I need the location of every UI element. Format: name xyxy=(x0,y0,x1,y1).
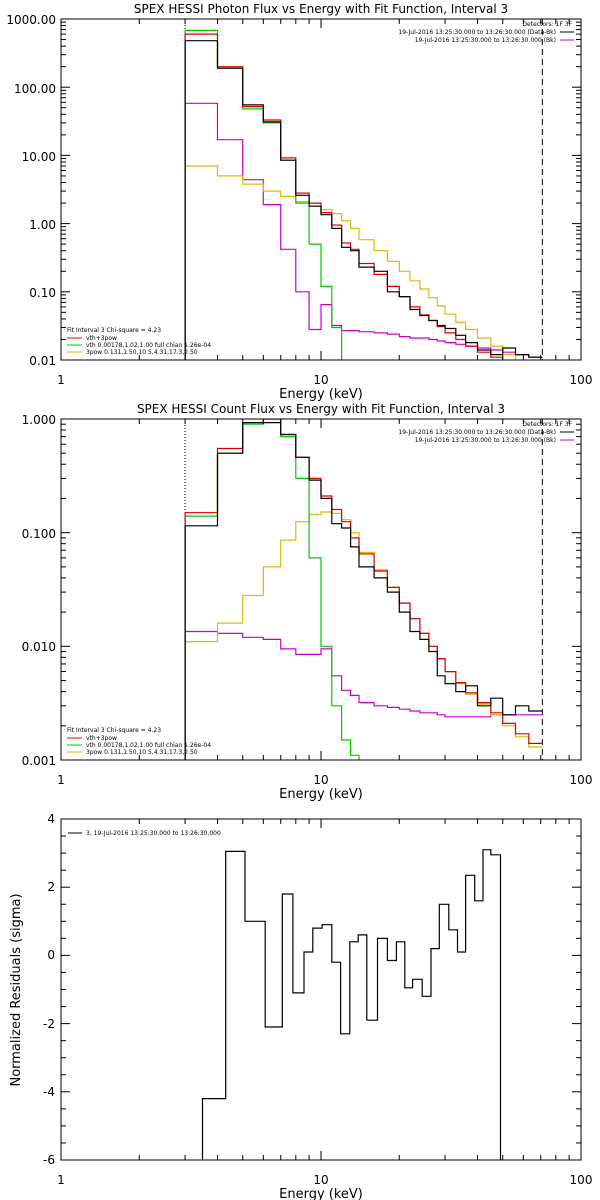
residuals-x-axis-label: Energy (keV) xyxy=(279,1187,363,1200)
count-series-data-bk xyxy=(184,422,543,760)
count-flux-panel: SPEX HESSI Count Flux vs Energy with Fit… xyxy=(22,402,593,802)
count-plot-area xyxy=(184,419,543,760)
photon-flux-panel: SPEX HESSI Photon Flux vs Energy with Fi… xyxy=(6,2,593,402)
photon-fit-header: Fit Interval 3 Chi-square = 4.23 xyxy=(67,327,161,334)
residuals-x-tick-1: 1 xyxy=(57,1173,65,1187)
photon-y-tick-100: 100.00 xyxy=(14,82,56,96)
photon-y-tick-0.01: 0.01 xyxy=(29,354,56,368)
photon-series-3pow xyxy=(184,165,517,360)
count-detectors-label: Detectors: 1F 3F xyxy=(522,421,572,428)
residuals-series-3-19-jul-2016-13-25-30-000-to-13-26-30-000 xyxy=(201,849,502,1160)
count-x-tick-10: 10 xyxy=(313,773,328,787)
count-y-tick-0.001: 0.001 xyxy=(22,754,56,768)
count-x-tick-100: 100 xyxy=(570,773,593,787)
photon-y-tick-1: 1.00 xyxy=(29,218,56,232)
residuals-y-axis-label: Normalized Residuals (sigma) xyxy=(9,893,24,1086)
photon-x-axis-label: Energy (keV) xyxy=(279,387,363,402)
photon-plot-area xyxy=(184,19,543,360)
count-fit-legend-2: vth 0.00178,1.02,1.00 full chian 1.26e-0… xyxy=(86,742,211,749)
residuals-y-tick-neg2: -2 xyxy=(43,1017,55,1031)
residuals-plot-frame xyxy=(60,818,582,1161)
residuals-panel: 1 10 100 4 2 0 -2 -4 -6 Energy (keV) Nor… xyxy=(9,812,592,1200)
count-y-tick-0.01: 0.010 xyxy=(22,640,56,654)
count-flux-title: SPEX HESSI Count Flux vs Energy with Fit… xyxy=(137,402,505,416)
count-series-bk xyxy=(184,630,543,760)
photon-fit-legend-2: vth 0.00178,1.02,1.00 full chian 1.26e-0… xyxy=(86,342,211,349)
residuals-y-tick-neg4: -4 xyxy=(43,1085,55,1099)
photon-fit-legend-1: vth+3pow xyxy=(86,335,117,342)
count-series-vth-3pow xyxy=(184,419,543,760)
count-fit-legend-3: 3pow 0.131,1.50,10.5,4.31,17.3,2.50 xyxy=(86,749,198,756)
count-y-tick-0.1: 0.100 xyxy=(22,527,56,541)
count-time-legend-1: 19-Jul-2016 13:25:30.000 to 13:26:30.000… xyxy=(398,429,556,436)
photon-fit-legend-3: 3pow 0.131,1.50,10.5,4.31,17.3,2.50 xyxy=(86,349,198,356)
count-x-tick-1: 1 xyxy=(57,773,65,787)
residuals-y-tick-4: 4 xyxy=(47,812,55,826)
photon-time-legend-1: 19-Jul-2016 13:25:30.000 to 13:26:30.000… xyxy=(398,29,556,36)
count-fit-legend-1: vth+3pow xyxy=(86,735,117,742)
residuals-x-tick-100: 100 xyxy=(570,1173,593,1187)
photon-x-tick-100: 100 xyxy=(570,373,593,387)
residuals-y-tick-2: 2 xyxy=(47,880,55,894)
residuals-plot-area xyxy=(201,849,502,1160)
photon-x-tick-10: 10 xyxy=(313,373,328,387)
residuals-y-tick-neg6: -6 xyxy=(43,1153,55,1167)
photon-series-bk xyxy=(184,102,543,360)
photon-series-vth xyxy=(184,29,343,360)
photon-flux-title: SPEX HESSI Photon Flux vs Energy with Fi… xyxy=(134,2,508,16)
count-fit-header: Fit Interval 3 Chi-square = 4.23 xyxy=(67,727,161,734)
residuals-y-tick-0: 0 xyxy=(47,948,55,962)
photon-y-tick-1000: 1000.00 xyxy=(6,13,56,27)
count-series-3pow xyxy=(184,511,543,760)
photon-series-vth-3pow xyxy=(184,33,517,360)
photon-time-legend-2: 19-Jul-2016 13:25:30.000 to 13:26:30.000… xyxy=(415,37,556,44)
count-time-legend-2: 19-Jul-2016 13:25:30.000 to 13:26:30.000… xyxy=(415,437,556,444)
count-x-axis-label: Energy (keV) xyxy=(279,787,363,802)
residuals-legend-label: 3, 19-Jul-2016 13:25:30.000 to 13:26:30.… xyxy=(86,830,221,837)
photon-detectors-label: Detectors: 1F 3F xyxy=(522,21,572,28)
photon-x-tick-1: 1 xyxy=(57,373,65,387)
photon-y-tick-10: 10.00 xyxy=(22,150,56,164)
count-y-tick-1: 1.000 xyxy=(22,413,56,427)
photon-series-data-bk xyxy=(184,40,543,360)
residuals-x-tick-10: 10 xyxy=(313,1173,328,1187)
photon-y-tick-0.1: 0.10 xyxy=(29,286,56,300)
